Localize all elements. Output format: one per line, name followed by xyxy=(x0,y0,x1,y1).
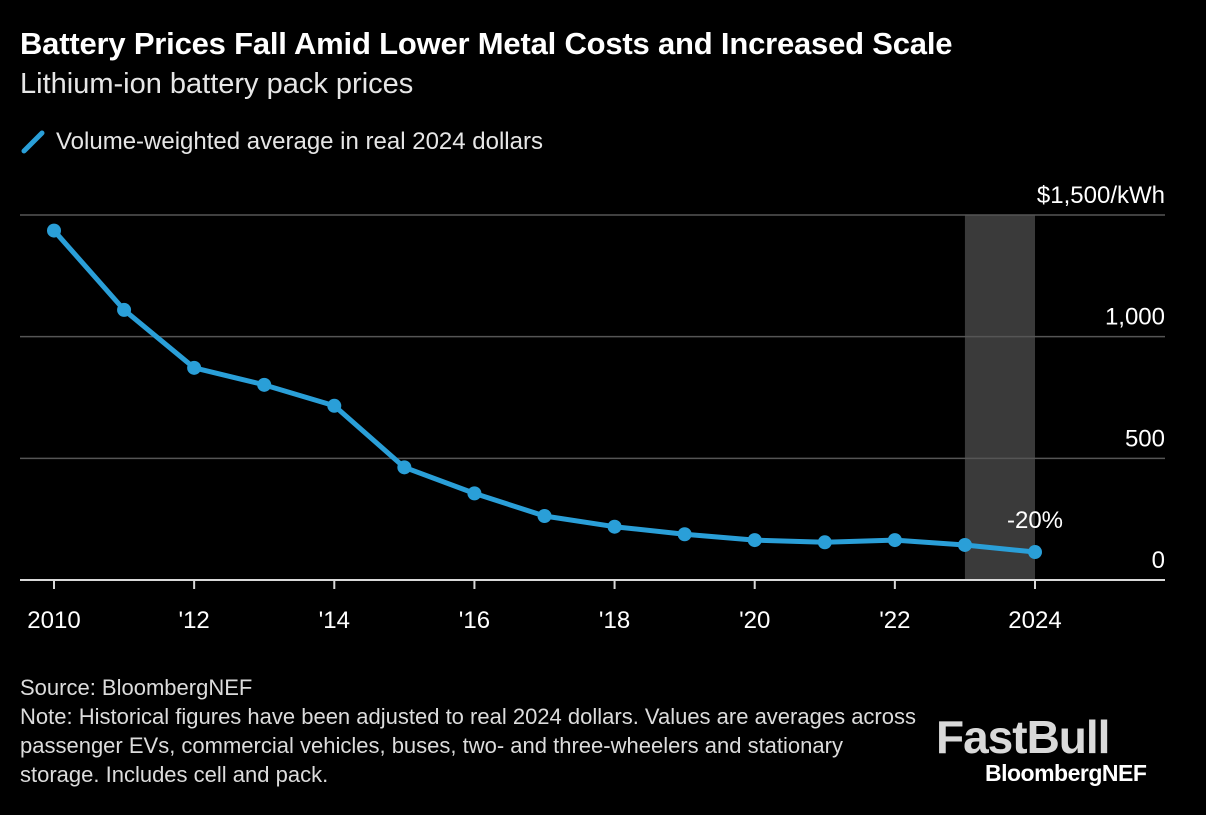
legend-label: Volume-weighted average in real 2024 dol… xyxy=(56,128,543,155)
data-point-2021 xyxy=(817,535,832,550)
data-point-2020 xyxy=(747,533,762,548)
diagonal-line-icon xyxy=(21,130,45,154)
data-point-2015 xyxy=(397,460,412,475)
data-point-2022 xyxy=(887,533,902,548)
x-tick-label: '16 xyxy=(459,607,490,634)
highlight-band xyxy=(964,215,1035,580)
source-text: Source: BloombergNEF xyxy=(20,675,253,700)
data-point-2013 xyxy=(257,377,272,392)
x-tick-label: '20 xyxy=(739,607,770,634)
data-point-2023 xyxy=(957,537,972,552)
x-tick-label: '14 xyxy=(319,607,350,634)
annotation-label: -20% xyxy=(1007,507,1063,534)
note-text: Note: Historical figures have been adjus… xyxy=(20,704,916,787)
y-tick-label: 500 xyxy=(1125,425,1165,452)
data-point-2012 xyxy=(187,360,202,375)
brand-logo: BloombergNEF xyxy=(985,760,1147,786)
data-point-2024 xyxy=(1028,545,1042,560)
x-tick-label: 2010 xyxy=(27,607,80,634)
x-tick-label: 2024 xyxy=(1008,607,1061,634)
data-point-2019 xyxy=(677,527,692,542)
legend: Volume-weighted average in real 2024 dol… xyxy=(20,128,543,156)
y-tick-label: $1,500/kWh xyxy=(1037,182,1165,209)
chart-footer: Source: BloombergNEF Note: Historical fi… xyxy=(20,673,920,789)
x-tick-label: '18 xyxy=(599,607,630,634)
data-point-2017 xyxy=(537,509,552,524)
x-tick-label: '12 xyxy=(179,607,210,634)
chart-subtitle: Lithium-ion battery pack prices xyxy=(20,68,414,100)
data-point-2014 xyxy=(327,398,342,413)
watermark-logo: FastBull xyxy=(936,711,1110,763)
data-point-2011 xyxy=(117,302,132,317)
y-tick-label: 1,000 xyxy=(1105,304,1165,331)
chart-title: Battery Prices Fall Amid Lower Metal Cos… xyxy=(20,26,953,61)
data-point-2016 xyxy=(467,486,482,501)
x-tick-label: '22 xyxy=(879,607,910,634)
data-point-2018 xyxy=(607,519,622,534)
data-point-2010 xyxy=(47,223,61,238)
series-line xyxy=(51,228,1038,555)
y-tick-label: 0 xyxy=(1152,547,1165,574)
